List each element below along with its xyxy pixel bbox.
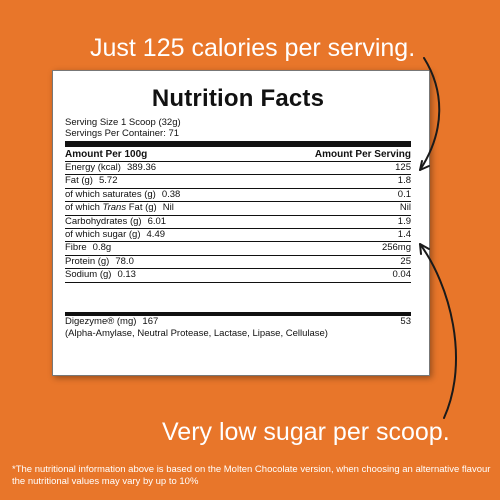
calories-arrowhead	[419, 160, 430, 171]
nutrient-name-prefix: of which	[65, 202, 103, 214]
footnote: *The nutritional information above is ba…	[12, 464, 491, 487]
nutrition-facts-panel: Nutrition Facts Serving Size 1 Scoop (32…	[65, 85, 411, 339]
digezyme-row: Digezyme® (mg) 167 53	[65, 316, 411, 328]
nutrient-name: of which saturates (g)	[65, 188, 156, 200]
calories-callout: Just 125 calories per serving.	[90, 34, 416, 62]
serving-size: Serving Size 1 Scoop (32g)	[65, 117, 181, 128]
nutrient-per100: 0.38	[161, 188, 181, 200]
nutrient-per-serving: 1.9	[397, 215, 411, 227]
nutrient-name: Energy (kcal)	[65, 162, 121, 173]
sugar-callout: Very low sugar per scoop.	[162, 418, 450, 446]
nutrient-name-suffix: Fat (g)	[126, 202, 157, 214]
digezyme-per100: 167	[142, 315, 159, 327]
nutrient-row: Carbohydrates (g) 6.01 1.9	[65, 215, 411, 230]
calories-arrow	[419, 57, 441, 171]
nutrient-per-serving: 256mg	[381, 242, 411, 254]
digezyme-name: Digezyme® (mg)	[65, 315, 137, 327]
nutrient-per-serving: 25	[400, 255, 411, 267]
nutrient-row: of which saturates (g) 0.38 0.1	[65, 188, 411, 203]
nutrient-name: of which Trans Fat (g)	[65, 202, 157, 213]
nutrient-per-serving: 1.8	[397, 175, 411, 187]
nutrient-per100: 0.8g	[92, 242, 112, 254]
nutrient-name-italic: Trans	[102, 202, 127, 214]
nutrient-name: Fibre	[65, 242, 87, 254]
nutrient-name: of which sugar (g)	[65, 229, 141, 241]
nutrient-row: Sodium (g) 0.13 0.04	[65, 269, 412, 283]
servings-per-container: Servings Per Container: 71	[65, 128, 180, 139]
thick-divider	[65, 141, 411, 147]
nutrient-row: Protein (g) 78.0 25	[65, 255, 411, 270]
header-per-serving: Amount Per Serving	[314, 149, 411, 160]
digezyme-per-serving: 53	[400, 315, 411, 327]
nutrient-per-serving: 1.4	[397, 229, 411, 241]
sugar-arrowhead	[419, 243, 430, 255]
nutrient-per-serving: 0.04	[392, 269, 412, 281]
nutrient-row: of which sugar (g) 4.49 1.4	[65, 229, 411, 243]
nutrient-per-serving: 0.1	[397, 188, 411, 200]
nutrient-per100: 0.13	[117, 269, 136, 281]
nutrient-name: Carbohydrates (g)	[65, 215, 142, 227]
nutrient-name: Fat (g)	[65, 175, 93, 187]
nutrient-per100: 78.0	[115, 255, 134, 267]
nutrient-name: Sodium (g)	[65, 269, 112, 281]
nutrient-per-serving: Nil	[399, 202, 411, 214]
nutrient-per100: 389.36	[126, 162, 157, 173]
header-per-100g: Amount Per 100g	[65, 149, 148, 160]
amount-header: Amount Per 100g Amount Per Serving	[65, 149, 411, 162]
nutrient-row: Energy (kcal) 389.36 125	[65, 162, 411, 176]
nutrition-label: Nutrition Facts Serving Size 1 Scoop (32…	[52, 70, 430, 376]
nutrient-per100: 6.01	[147, 215, 167, 227]
sugar-arrow	[419, 243, 457, 419]
nutrient-row: of which Trans Fat (g) Nil Nil	[65, 202, 411, 216]
blank-gap	[65, 283, 411, 316]
nutrient-per100: 5.72	[98, 175, 118, 187]
nutrient-name: Protein (g)	[65, 255, 110, 267]
nutrient-row: Fibre 0.8g 256mg	[65, 242, 411, 256]
nutrient-per100: 4.49	[146, 229, 166, 241]
nutrient-per100: Nil	[162, 202, 174, 214]
digezyme-note: (Alpha-Amylase, Neutral Protease, Lactas…	[65, 328, 328, 340]
nutrient-row: Fat (g) 5.72 1.8	[65, 175, 411, 189]
nutrition-title: Nutrition Facts	[151, 85, 325, 112]
nutrient-per-serving: 125	[395, 162, 411, 173]
